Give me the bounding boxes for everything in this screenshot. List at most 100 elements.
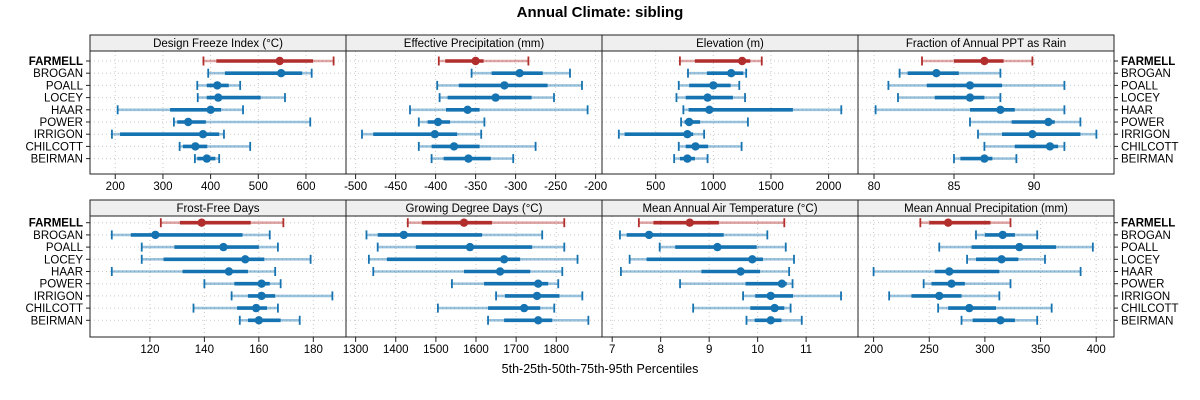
percentile-bar-beirman-mean-annual-precipitation-mm-median-dot bbox=[996, 316, 1005, 325]
x-tick-label: 120 bbox=[140, 344, 159, 356]
percentile-bar-beirman-design-freeze-index-c-median-dot bbox=[202, 154, 211, 163]
panel-bg-effective-precipitation-mm bbox=[346, 51, 602, 174]
x-tick-label: 350 bbox=[1031, 344, 1050, 356]
station-label-left-chilcott-row0: CHILCOTT bbox=[26, 141, 84, 153]
percentile-bar-poall-mean-annual-precipitation-mm-median-dot bbox=[1015, 242, 1024, 252]
percentile-bar-farmell-mean-annual-air-temperature-c-median-dot bbox=[685, 218, 694, 227]
x-tick-label: 1000 bbox=[701, 181, 727, 193]
x-tick-label: 9 bbox=[706, 344, 712, 356]
percentile-bar-haar-growing-degree-days-c-median-dot bbox=[495, 267, 505, 276]
station-label-right-beirman-row0: BEIRMAN bbox=[1121, 154, 1173, 166]
percentile-bar-power-frost-free-days-median-dot bbox=[257, 279, 266, 288]
percentile-bar-irrigon-fraction-of-annual-ppt-as-rain-median-dot bbox=[1028, 130, 1037, 139]
station-label-left-poall-row0: POALL bbox=[46, 80, 84, 92]
x-tick-label: 8 bbox=[657, 344, 663, 356]
panel-bg-fraction-of-annual-ppt-as-rain bbox=[858, 51, 1114, 174]
x-tick-label: 250 bbox=[920, 344, 939, 356]
panel-strip-title-effective-precipitation-mm: Effective Precipitation (mm) bbox=[404, 38, 545, 50]
percentile-bar-farmell-elevation-m-median-dot bbox=[737, 56, 747, 66]
station-label-left-locey-row1: LOCEY bbox=[44, 254, 83, 266]
station-label-right-poall-row1: POALL bbox=[1121, 242, 1159, 254]
percentile-bar-haar-fraction-of-annual-ppt-as-rain-median-dot bbox=[996, 105, 1005, 115]
percentile-bar-haar-effective-precipitation-mm-median-dot bbox=[463, 105, 472, 115]
panel-bg-design-freeze-index-c bbox=[90, 51, 346, 174]
percentile-bar-irrigon-mean-annual-air-temperature-c-median-dot bbox=[766, 291, 775, 301]
station-label-left-beirman-row1: BEIRMAN bbox=[31, 315, 83, 327]
percentile-bar-power-growing-degree-days-c-median-dot bbox=[534, 279, 543, 288]
station-label-right-locey-row0: LOCEY bbox=[1121, 93, 1160, 105]
percentile-bar-irrigon-mean-annual-precipitation-mm-median-dot bbox=[935, 291, 944, 301]
x-tick-label: 400 bbox=[1087, 344, 1106, 356]
percentile-bar-chilcott-frost-free-days-median-dot bbox=[251, 303, 261, 313]
percentile-bar-locey-mean-annual-precipitation-mm-median-dot bbox=[997, 255, 1006, 264]
percentile-bar-chilcott-effective-precipitation-mm-median-dot bbox=[449, 142, 459, 151]
x-tick-label: 1700 bbox=[503, 344, 529, 356]
x-tick-label: -400 bbox=[424, 181, 447, 193]
x-tick-label: 1300 bbox=[343, 344, 369, 356]
percentile-bar-poall-frost-free-days-median-dot bbox=[219, 242, 228, 252]
percentile-bar-locey-fraction-of-annual-ppt-as-rain-median-dot bbox=[965, 93, 975, 102]
station-label-left-farmell-row1: FARMELL bbox=[29, 218, 83, 230]
x-tick-label: 80 bbox=[868, 181, 881, 193]
percentile-bar-chilcott-growing-degree-days-c-median-dot bbox=[519, 303, 529, 313]
station-label-right-brogan-row1: BROGAN bbox=[1121, 230, 1171, 242]
station-label-right-power-row1: POWER bbox=[1121, 279, 1164, 291]
x-tick-label: -300 bbox=[504, 181, 527, 193]
station-label-right-farmell-row0: FARMELL bbox=[1121, 56, 1175, 68]
percentile-bar-locey-design-freeze-index-c-median-dot bbox=[214, 93, 223, 102]
percentile-bar-brogan-mean-annual-air-temperature-c-median-dot bbox=[644, 230, 654, 240]
x-tick-label: 200 bbox=[106, 181, 125, 193]
station-label-right-locey-row1: LOCEY bbox=[1121, 254, 1160, 266]
x-tick-label: 10 bbox=[751, 344, 764, 356]
panel-strip-title-elevation-m: Elevation (m) bbox=[696, 38, 764, 50]
panel-strip-title-growing-degree-days-c: Growing Degree Days (°C) bbox=[406, 203, 543, 215]
percentile-bar-chilcott-design-freeze-index-c-median-dot bbox=[191, 142, 200, 151]
station-label-left-poall-row1: POALL bbox=[46, 242, 84, 254]
x-tick-label: -250 bbox=[544, 181, 567, 193]
percentile-bar-poall-growing-degree-days-c-median-dot bbox=[465, 242, 475, 252]
x-tick-label: 400 bbox=[201, 181, 220, 193]
percentile-bar-farmell-growing-degree-days-c-median-dot bbox=[459, 218, 469, 227]
panel-border-mean-annual-precipitation-mm bbox=[857, 215, 1115, 338]
percentile-bar-chilcott-elevation-m-median-dot bbox=[691, 142, 700, 151]
station-label-left-haar-row1: HAAR bbox=[51, 267, 83, 279]
percentile-bar-haar-elevation-m-median-dot bbox=[705, 105, 714, 115]
percentile-bar-power-fraction-of-annual-ppt-as-rain-median-dot bbox=[1044, 117, 1053, 127]
station-label-left-haar-row0: HAAR bbox=[51, 105, 83, 117]
percentile-bar-farmell-effective-precipitation-mm-median-dot bbox=[471, 56, 480, 66]
panel-border-fraction-of-annual-ppt-as-rain bbox=[857, 50, 1115, 175]
station-label-right-beirman-row1: BEIRMAN bbox=[1121, 315, 1173, 327]
x-tick-label: 85 bbox=[948, 181, 961, 193]
x-tick-label: 11 bbox=[800, 344, 812, 356]
percentile-bar-brogan-effective-precipitation-mm-median-dot bbox=[515, 69, 524, 78]
station-label-left-beirman-row0: BEIRMAN bbox=[31, 154, 83, 166]
percentile-bar-chilcott-mean-annual-air-temperature-c-median-dot bbox=[770, 303, 779, 313]
x-tick-label: 160 bbox=[249, 344, 268, 356]
station-label-left-brogan-row1: BROGAN bbox=[33, 230, 83, 242]
x-tick-label: 200 bbox=[864, 344, 883, 356]
panel-strip-title-fraction-of-annual-ppt-as-rain: Fraction of Annual PPT as Rain bbox=[906, 38, 1066, 50]
percentile-bar-beirman-effective-precipitation-mm-median-dot bbox=[464, 154, 473, 163]
percentile-bar-brogan-elevation-m-median-dot bbox=[727, 69, 736, 78]
percentile-bar-beirman-growing-degree-days-c-median-dot bbox=[534, 316, 543, 325]
percentile-bar-farmell-frost-free-days-median-dot bbox=[197, 218, 206, 227]
x-tick-label: -200 bbox=[584, 181, 607, 193]
station-label-left-power-row0: POWER bbox=[40, 117, 83, 129]
figure-xlabel: 5th-25th-50th-75th-95th Percentiles bbox=[501, 362, 699, 376]
percentile-bar-poall-fraction-of-annual-ppt-as-rain-median-dot bbox=[965, 81, 975, 90]
percentile-bar-haar-mean-annual-air-temperature-c-median-dot bbox=[736, 267, 745, 276]
x-tick-label: 1600 bbox=[463, 344, 489, 356]
percentile-bar-beirman-frost-free-days-median-dot bbox=[254, 316, 264, 325]
x-tick-label: 1800 bbox=[543, 344, 569, 356]
station-label-left-locey-row0: LOCEY bbox=[44, 93, 83, 105]
percentile-bar-irrigon-frost-free-days-median-dot bbox=[257, 291, 266, 301]
x-tick-label: 300 bbox=[153, 181, 172, 193]
percentile-bar-locey-growing-degree-days-c-median-dot bbox=[499, 255, 509, 264]
percentile-bar-brogan-growing-degree-days-c-median-dot bbox=[399, 230, 408, 240]
x-tick-label: 2000 bbox=[816, 181, 842, 193]
percentile-bar-poall-design-freeze-index-c-median-dot bbox=[213, 81, 222, 90]
x-tick-label: 500 bbox=[646, 181, 665, 193]
station-label-left-farmell-row0: FARMELL bbox=[29, 56, 83, 68]
percentile-bar-poall-mean-annual-air-temperature-c-median-dot bbox=[713, 242, 722, 252]
